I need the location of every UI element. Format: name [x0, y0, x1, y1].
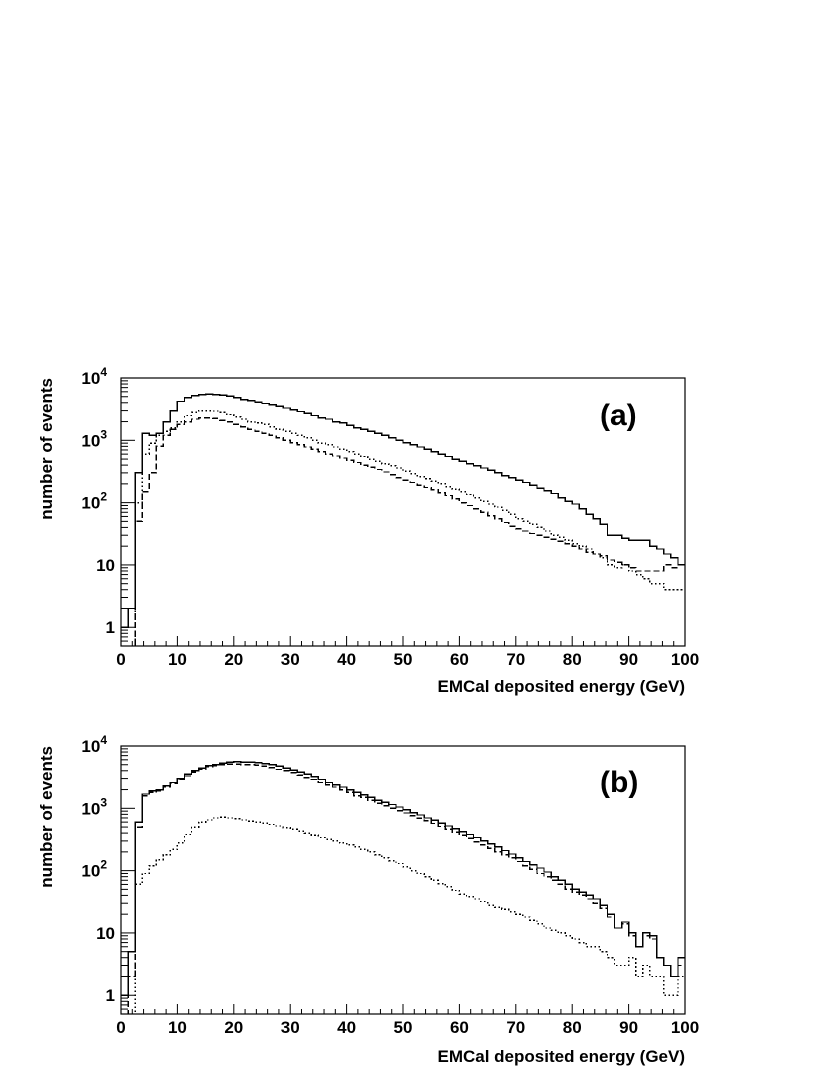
x-tick-label: 90 [619, 1018, 638, 1037]
x-tick-label: 30 [281, 1018, 300, 1037]
x-tick-label: 100 [671, 650, 699, 669]
x-tick-label: 10 [168, 1018, 187, 1037]
x-tick-label: 80 [563, 650, 582, 669]
x-tick-label: 100 [671, 1018, 699, 1037]
x-tick-label: 40 [337, 650, 356, 669]
y-tick-label: 103 [81, 427, 107, 450]
y-tick-label: 1 [106, 986, 115, 1005]
histogram-dashed [121, 763, 685, 1014]
x-tick-label: 20 [224, 1018, 243, 1037]
x-tick-label: 90 [619, 650, 638, 669]
x-tick-label: 50 [394, 650, 413, 669]
panel-label: (b) [600, 766, 638, 799]
y-tick-label: 1 [106, 618, 115, 637]
x-axis-title: EMCal deposited energy (GeV) [438, 1047, 686, 1066]
x-tick-label: 70 [506, 1018, 525, 1037]
x-tick-label: 20 [224, 650, 243, 669]
y-tick-label: 104 [81, 733, 107, 756]
histogram-dotted [121, 409, 685, 646]
y-axis-title: number of events [37, 378, 56, 520]
histogram-solid [121, 393, 685, 646]
y-tick-label: 10 [96, 924, 115, 943]
x-tick-label: 80 [563, 1018, 582, 1037]
x-axis-title: EMCal deposited energy (GeV) [438, 677, 686, 696]
y-tick-label: 102 [81, 490, 107, 513]
histogram-layer [121, 760, 685, 1014]
y-tick-label: 103 [81, 795, 107, 818]
panel-label: (a) [600, 399, 637, 432]
y-tick-label: 102 [81, 858, 107, 881]
x-tick-label: 30 [281, 650, 300, 669]
y-tick-label: 104 [81, 365, 107, 388]
y-axis-title: number of events [37, 746, 56, 888]
x-tick-label: 40 [337, 1018, 356, 1037]
x-tick-label: 60 [450, 650, 469, 669]
x-tick-label: 60 [450, 1018, 469, 1037]
x-tick-label: 0 [116, 1018, 125, 1037]
histogram-dotted [121, 816, 685, 1014]
histogram-dashed [121, 417, 685, 646]
x-tick-label: 10 [168, 650, 187, 669]
x-tick-label: 50 [394, 1018, 413, 1037]
x-tick-label: 70 [506, 650, 525, 669]
y-tick-label: 10 [96, 556, 115, 575]
histogram-layer [121, 393, 685, 646]
x-tick-label: 0 [116, 650, 125, 669]
